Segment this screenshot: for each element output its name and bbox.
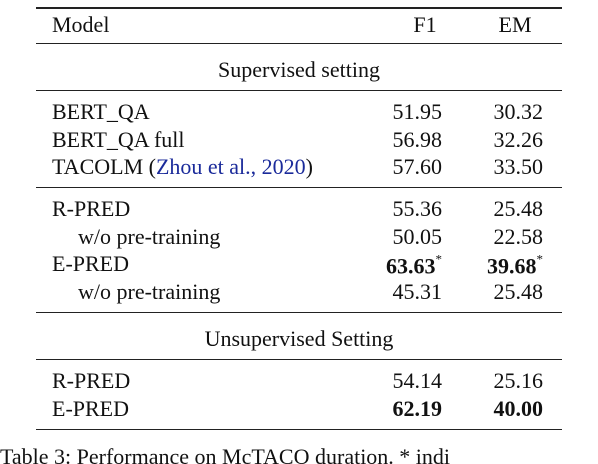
significance-mark: * [435,251,443,267]
model-name: w/o pre-training [78,224,220,250]
model-name: BERT_QA full [52,127,185,153]
f1-score: 56.98 [393,127,443,153]
em-score: 25.48 [494,196,544,222]
f1-score-value: 55.36 [392,196,443,222]
rule [36,359,562,360]
significance-mark: * [536,251,544,267]
model-text: E-PRED [52,251,129,277]
header-f1: F1 [413,12,437,37]
f1-score: 55.36 [393,196,443,222]
f1-score: 51.95 [393,99,443,125]
model-text: w/o pre-training [78,279,221,304]
f1-score-value: 54.14 [392,368,443,393]
em-score: 40.00 [494,396,544,422]
f1-score: 62.19 [393,396,443,422]
caption: Table 3: Performance on McTACO duration.… [0,443,451,464]
model-text: ) [305,154,313,180]
em-score-value: 33.50 [493,154,544,180]
f1-score: 54.14 [393,368,443,394]
model-name: E-PRED [52,251,129,277]
f1-score-value: 57.60 [392,154,443,180]
em-score-value: 39.68 [487,254,537,280]
em-score-value: 25.48 [493,279,544,304]
f1-score-value: 45.31 [392,279,443,304]
em-score-value: 32.26 [493,126,544,152]
f1-score: 63.63* [386,249,442,280]
model-name: R-PRED [52,196,130,222]
model-text: E-PRED [52,395,129,421]
em-score: 33.50 [494,154,544,180]
model-text: R-PRED [52,196,131,222]
rule [36,428,562,431]
rule [36,7,562,9]
model-name: TACOLM (Zhou et al., 2020) [52,154,313,180]
em-score-value: 25.16 [493,368,544,393]
em-score: 25.48 [494,279,544,305]
em-score: 22.58 [494,224,544,250]
section-heading: Supervised setting [218,57,380,82]
rule [36,90,562,91]
model-text: BERT_QA [52,99,150,124]
f1-score-value: 56.98 [392,126,443,152]
model-name: R-PRED [52,368,130,394]
f1-score-value: 51.95 [392,99,443,124]
f1-score: 50.05 [393,224,443,250]
model-text: TACOLM ( [52,154,156,180]
rule [36,43,562,44]
f1-score: 45.31 [393,279,443,305]
f1-score-value: 63.63 [386,254,436,280]
model-text: R-PRED [52,368,131,393]
em-score-value: 25.48 [493,196,544,222]
model-name: BERT_QA [52,99,150,125]
em-score: 32.26 [494,127,544,153]
em-score-value: 30.32 [493,99,544,124]
f1-score-value: 62.19 [392,395,443,421]
model-name: w/o pre-training [78,279,220,305]
section-heading: Unsupervised Setting [204,326,394,351]
f1-score: 57.60 [393,154,443,180]
model-text: w/o pre-training [78,223,221,249]
rule [36,312,562,313]
em-score-value: 40.00 [493,395,544,421]
header-em: EM [498,12,532,37]
em-score: 39.68* [487,249,543,280]
em-score-value: 22.58 [493,223,544,249]
em-score: 30.32 [494,99,544,125]
model-text: BERT_QA full [52,126,185,152]
rule [36,187,562,189]
header-model: Model [52,12,110,37]
em-score: 25.16 [494,368,544,394]
model-name: E-PRED [52,396,129,422]
f1-score-value: 50.05 [392,223,443,249]
citation: Zhou et al., 2020 [155,154,306,180]
